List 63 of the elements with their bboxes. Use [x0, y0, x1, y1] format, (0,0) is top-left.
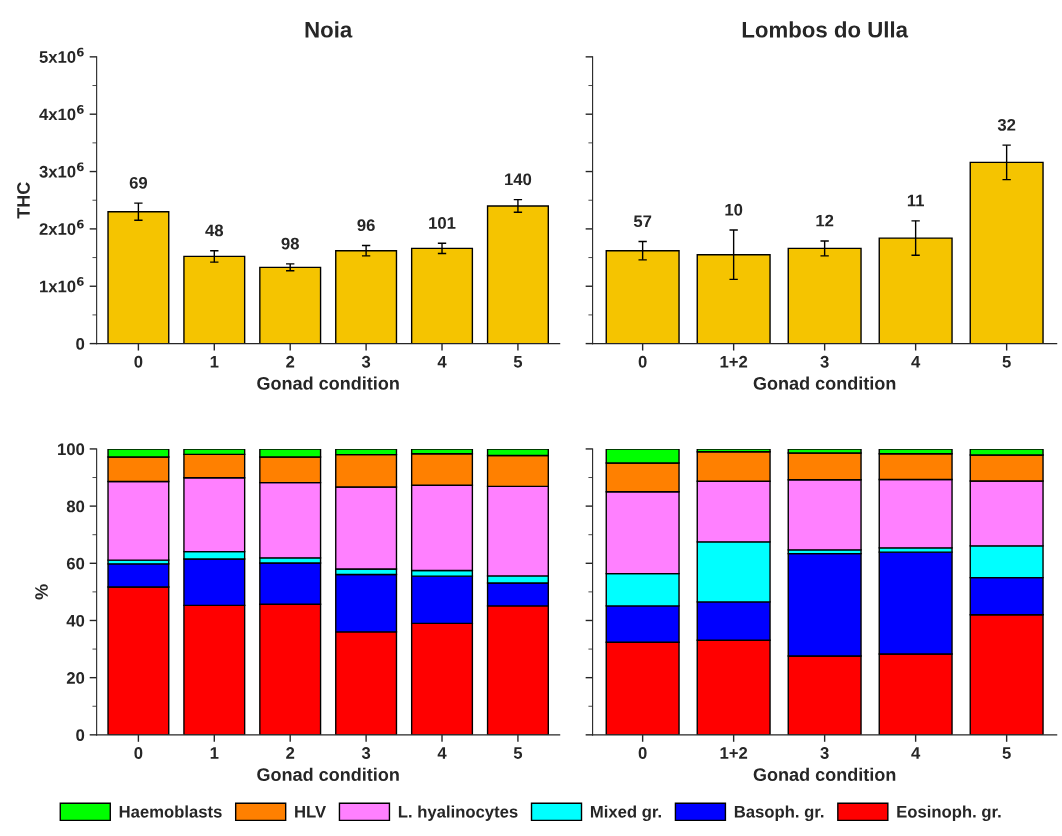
x-tick-label: 2 [286, 355, 295, 368]
chart-title: Noia [305, 21, 353, 38]
x-tick-label: 3 [361, 355, 371, 368]
x-tick-label: 0 [134, 747, 143, 759]
legend-label: Haemoblasts [119, 805, 222, 818]
annotation: 98 [281, 237, 299, 250]
x-tick-label: 2 [286, 747, 295, 759]
annotation: 12 [816, 214, 834, 227]
y-tick-label: 0 [76, 338, 85, 350]
annotation: 96 [357, 219, 375, 232]
x-tick-label: 4 [437, 747, 447, 759]
x-tick-label: 1+2 [720, 355, 748, 368]
x-tick-label: 5 [513, 356, 523, 368]
annotation: 32 [997, 118, 1016, 131]
y-tick-label: 3x10$^{6}$ [39, 162, 84, 178]
x-axis-title: Gonad condition [257, 767, 399, 781]
y-tick-label: 80 [66, 500, 85, 513]
x-tick-label: 0 [638, 355, 647, 368]
y-axis-title: % [35, 584, 48, 600]
x-tick-label: 1 [210, 356, 219, 368]
annotation: 11 [907, 194, 924, 207]
bar [259, 266, 322, 344]
bar [183, 255, 246, 344]
annotation: 101 [429, 217, 456, 229]
annotation: 10 [725, 203, 743, 216]
x-tick-label: 0 [638, 747, 647, 759]
legend-label: Mixed gr. [590, 805, 661, 821]
annotation: 140 [505, 173, 532, 186]
x-tick-label: 3 [820, 355, 829, 368]
x-axis-title: Gonad condition [753, 376, 896, 390]
y-tick-label: 2x10$^{6}$ [39, 219, 84, 235]
bar [335, 249, 398, 344]
y-tick-label: 1x10$^{6}$ [40, 277, 84, 293]
x-tick-label: 3 [361, 747, 371, 759]
x-axis-title: Gonad condition [257, 376, 399, 390]
x-tick-label: 3 [820, 747, 829, 759]
legend-label: Basoph. gr. [734, 805, 824, 821]
legend-label: HLV [295, 806, 326, 818]
x-tick-label: 4 [437, 356, 447, 368]
annotation: 57 [633, 215, 652, 228]
y-tick-label: 4x10$^{6}$ [39, 105, 84, 121]
x-tick-label: 4 [911, 747, 921, 759]
x-tick-label: 1 [210, 747, 219, 759]
annotation: 48 [205, 224, 224, 237]
legend-label: Eosinoph. gr. [897, 805, 1001, 821]
y-tick-label: 0 [76, 729, 85, 742]
y-tick-label: 40 [66, 614, 85, 627]
x-tick-label: 4 [911, 356, 921, 368]
bar [410, 247, 474, 344]
x-axis-title: Gonad condition [753, 767, 896, 781]
y-axis-title: THC [17, 182, 30, 219]
annotation: 69 [129, 176, 148, 189]
legend-label: L. hyalinocytes [398, 805, 518, 821]
x-tick-label: 5 [1002, 747, 1011, 759]
x-tick-label: 1+2 [720, 747, 748, 759]
x-tick-label: 5 [1002, 356, 1011, 368]
y-tick-label: 100 [58, 443, 85, 456]
y-tick-label: 20 [66, 672, 85, 684]
y-tick-label: 60 [66, 557, 85, 570]
chart-title: Lombos do Ulla [742, 21, 909, 38]
x-tick-label: 0 [134, 355, 143, 368]
x-tick-label: 5 [513, 747, 523, 759]
y-tick-label: 5x10$^{6}$ [39, 47, 84, 63]
